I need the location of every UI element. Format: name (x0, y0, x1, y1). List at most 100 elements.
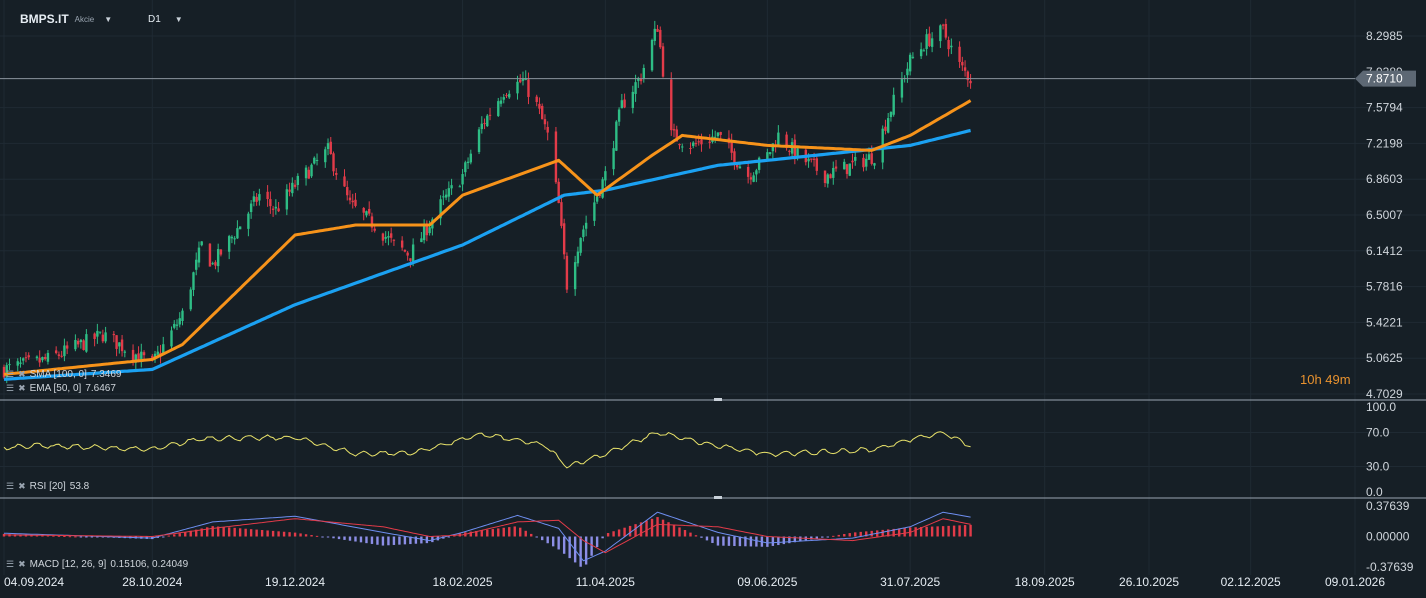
candle-body (906, 68, 909, 76)
candle-body (694, 143, 698, 145)
candle-body (208, 243, 212, 267)
macd-histogram-bar (551, 536, 555, 547)
candle-body (189, 289, 192, 310)
sma-label: SMA [100, 0] (29, 369, 87, 380)
macd-histogram-bar (211, 526, 214, 537)
macd-histogram-bar (711, 536, 714, 543)
candle-body (477, 129, 481, 153)
candle-body (79, 339, 83, 343)
rsi-label: RSI [20] (29, 481, 66, 492)
candle-body (277, 208, 280, 212)
macd-histogram-bar (546, 536, 549, 544)
chevron-down-icon[interactable]: ▼ (174, 14, 183, 24)
bars-icon[interactable]: ☰ (6, 481, 15, 491)
macd-histogram-bar (870, 530, 873, 537)
rsi-line (3, 431, 971, 469)
candle-body (554, 131, 558, 183)
x-tick-label: 09.01.2026 (1325, 575, 1385, 589)
candle-body (832, 167, 835, 178)
candle-body (670, 79, 673, 131)
current-price-value: 7.8710 (1366, 72, 1403, 86)
candle-body (521, 78, 525, 81)
macd-histogram-bar (222, 526, 225, 537)
candle-body (293, 184, 297, 187)
x-tick-label: 18.09.2025 (1015, 575, 1075, 589)
symbol-selector[interactable]: BMPS.IT Akcie ▼ (20, 10, 112, 28)
candle-body (200, 241, 203, 246)
candle-body (497, 101, 500, 116)
legend-macd[interactable]: ☰ ✖ MACD [12, 26, 9] 0.15106, 0.24049 (6, 559, 188, 570)
macd-histogram-bar (403, 536, 407, 545)
macd-histogram-bar (502, 527, 505, 537)
macd-histogram-bar (431, 536, 434, 543)
bars-icon[interactable]: ☰ (6, 559, 15, 569)
candle-body (535, 96, 538, 103)
macd-histogram-bar (595, 536, 599, 548)
candle-body (8, 364, 11, 366)
candle-body (466, 161, 470, 164)
candle-body (307, 169, 310, 179)
close-icon[interactable]: ✖ (18, 481, 26, 491)
candle-body (488, 114, 492, 116)
symbol-type: Akcie (74, 14, 95, 24)
macd-histogram-bar (535, 536, 538, 538)
macd-histogram-bar (359, 536, 363, 543)
legend-ema[interactable]: ☰ ✖ EMA [50, 0] 7.6467 (6, 383, 116, 394)
macd-histogram-bar (244, 528, 247, 537)
candle-body (543, 119, 547, 125)
macd-histogram-bar (508, 527, 511, 537)
candle-body (35, 356, 39, 359)
candle-body (458, 186, 462, 188)
candle-body (623, 99, 626, 108)
macd-histogram-bar (667, 522, 670, 537)
bars-icon[interactable]: ☰ (6, 369, 15, 379)
macd-histogram-bar (35, 535, 39, 537)
macd-histogram-bar (178, 533, 181, 537)
chevron-down-icon[interactable]: ▼ (104, 14, 113, 24)
candle-body (944, 23, 948, 38)
macd-tick-label: 0.00000 (1366, 530, 1410, 544)
candle-body (54, 350, 58, 354)
symbol-name: BMPS.IT (20, 12, 69, 26)
candle-body (313, 157, 316, 164)
candle-body (315, 159, 319, 161)
candle-body (464, 162, 467, 173)
candle-body (211, 263, 214, 265)
candle-body (963, 67, 967, 71)
candle-body (873, 163, 876, 166)
close-icon[interactable]: ✖ (18, 369, 26, 379)
candle-body (862, 157, 865, 168)
macd-histogram-bar (584, 536, 588, 565)
sma-value: 7.3469 (90, 369, 122, 380)
macd-histogram-bar (705, 536, 709, 541)
macd-histogram-bar (469, 531, 473, 537)
bars-icon[interactable]: ☰ (6, 383, 15, 393)
close-icon[interactable]: ✖ (18, 559, 26, 569)
x-tick-label: 18.02.2025 (433, 575, 493, 589)
macd-histogram-bar (601, 536, 604, 539)
ema-line (3, 99, 972, 376)
rsi-value: 53.8 (69, 481, 90, 492)
macd-histogram-bar (299, 533, 302, 537)
legend-sma[interactable]: ☰ ✖ SMA [100, 0] 7.3469 (6, 369, 121, 380)
price-tick-label: 6.5007 (1366, 208, 1403, 222)
close-icon[interactable]: ✖ (18, 383, 26, 393)
macd-histogram-bar (249, 529, 253, 537)
candle-body (631, 91, 635, 109)
candle-body (697, 141, 700, 143)
legend-rsi[interactable]: ☰ ✖ RSI [20] 53.8 (6, 481, 89, 492)
candle-body (541, 105, 544, 120)
timeframe-selector[interactable]: D1 ▼ (148, 10, 183, 28)
candle-body (867, 154, 871, 160)
candle-body (659, 29, 662, 48)
candle-body (889, 111, 893, 118)
candle-body (181, 310, 184, 322)
macd-tick-label: -0.37639 (1366, 560, 1414, 574)
macd-histogram-bar (343, 536, 346, 540)
candle-body (384, 236, 387, 239)
macd-histogram-bar (672, 524, 676, 537)
candle-body (123, 351, 127, 353)
candle-body (381, 233, 385, 241)
macd-histogram-bar (557, 536, 560, 550)
